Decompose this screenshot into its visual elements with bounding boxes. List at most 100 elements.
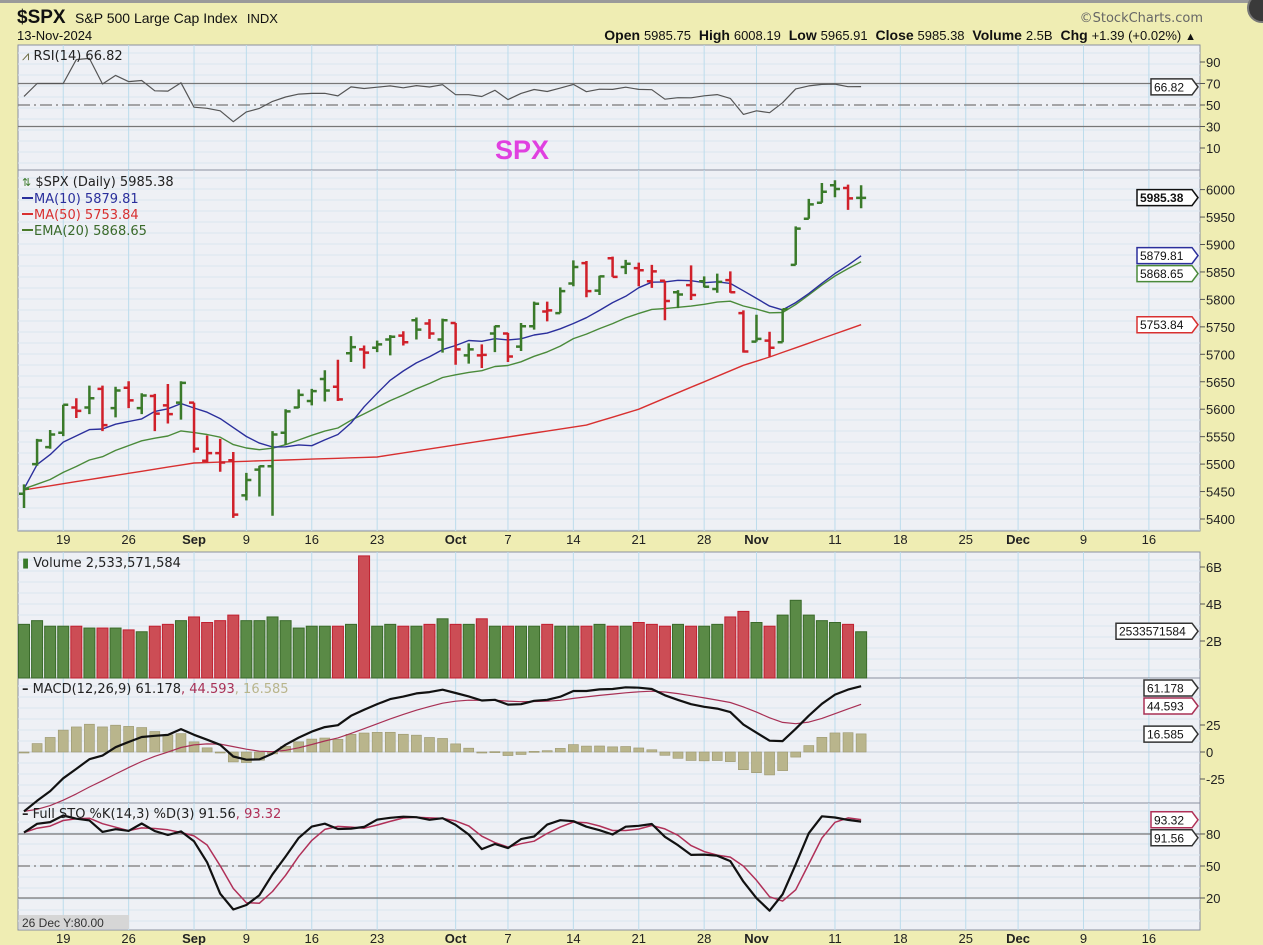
macd-histogram-bar	[502, 751, 514, 756]
volume-bar	[135, 631, 148, 679]
macd-sep: ,	[181, 682, 189, 697]
axis-label: 20	[1206, 891, 1220, 906]
macd-histogram-value: 16.585	[243, 682, 289, 697]
date-label: 18	[893, 532, 907, 547]
ohlc-bar	[175, 381, 186, 420]
ohlc-bar	[424, 319, 435, 339]
ohlc-bar	[215, 438, 226, 472]
ma50-line	[23, 324, 862, 491]
axis-label: 50	[1206, 98, 1220, 113]
macd-histogram-bar	[319, 737, 331, 753]
low-label: Low	[789, 27, 817, 43]
ma50-legend: MA(50) 5753.84	[22, 208, 139, 223]
volume-bar	[371, 625, 384, 679]
close-button[interactable]	[1247, 0, 1263, 23]
ema20-line	[23, 261, 862, 490]
chart-date: 13-Nov-2024	[17, 28, 92, 43]
ohlc-bar	[45, 430, 56, 449]
macd-histogram-bar	[44, 737, 56, 753]
exchange: INDX	[247, 11, 278, 26]
macd-signal-value-tag-box	[1143, 697, 1199, 715]
macd-histogram-bar	[57, 729, 69, 753]
ohlc-bar	[319, 370, 330, 402]
volume-bar	[606, 625, 619, 679]
rsi-line	[23, 57, 862, 123]
volume-bar	[266, 616, 279, 679]
sto-k-value: 91.56	[199, 807, 236, 822]
symbol: $SPX	[17, 7, 66, 28]
volume-bar	[737, 610, 750, 679]
axis-label: 6B	[1206, 560, 1222, 575]
macd-histogram-bar	[607, 746, 618, 753]
volume-bar	[384, 623, 397, 679]
chart-title: $SPX S&P 500 Large Cap Index INDX	[17, 7, 278, 28]
volume-bar	[488, 625, 501, 679]
ohlc-bar	[529, 301, 540, 330]
macd-histogram-bar	[790, 751, 802, 758]
volume-bar	[462, 623, 475, 679]
axis-label: 5950	[1206, 210, 1235, 225]
volume-bar	[842, 623, 855, 679]
axis-label: 5500	[1206, 457, 1235, 472]
ohlc-bar	[633, 262, 644, 287]
ohlc-bar	[751, 314, 762, 343]
macd-histogram-bar	[581, 745, 592, 753]
volume-bar	[672, 623, 684, 679]
volume-bar	[554, 625, 567, 679]
macd-histogram-bar	[698, 751, 710, 762]
volume-bar	[318, 625, 331, 679]
volume-bar	[632, 622, 645, 679]
macd-histogram-bar	[711, 751, 723, 761]
volume-bar	[70, 625, 83, 679]
ohlc-bar	[738, 310, 749, 353]
axis-label: 30	[1206, 120, 1220, 135]
ohlc-bar	[58, 403, 69, 437]
ohlc-bar	[359, 345, 370, 369]
axis-label: 5900	[1206, 238, 1235, 253]
macd-histogram-bar	[829, 732, 841, 753]
ohlc-bar	[568, 260, 579, 287]
high-value: 6008.19	[734, 28, 781, 43]
crosshair-readout-box	[19, 915, 129, 929]
ohlc-bar	[555, 287, 566, 315]
date-label: 9	[1080, 532, 1087, 547]
volume-bar	[410, 625, 423, 679]
axis-label: 5450	[1206, 485, 1235, 500]
axis-label: 5400	[1206, 512, 1235, 527]
axis-label: 25	[1206, 718, 1220, 733]
macd-histogram-bar	[751, 751, 762, 773]
sto-legend-name: Full STO %K(14,3) %D(3)	[33, 807, 195, 822]
volume-bar	[593, 623, 606, 679]
macd-histogram-bar	[411, 734, 422, 753]
macd-histogram-bar	[659, 751, 671, 756]
ema20-legend: EMA(20) 5868.65	[22, 224, 147, 239]
sto-swatch: –	[22, 807, 29, 822]
volume-bar	[789, 599, 802, 679]
macd-histogram-bar	[71, 726, 82, 753]
macd-histogram-value-tag-box	[1143, 725, 1199, 743]
macd-histogram-bar	[725, 751, 736, 762]
axis-label: 10	[1206, 141, 1220, 156]
ma10-swatch	[22, 197, 33, 199]
volume-bar	[331, 625, 344, 679]
volume-bar	[541, 623, 554, 679]
volume-bar	[279, 620, 292, 679]
macd-legend-value: 61.178	[136, 682, 182, 697]
ohlc-bar	[764, 331, 775, 357]
volume-bar	[109, 627, 122, 679]
macd-histogram-bar	[437, 738, 448, 753]
date-label: 14	[566, 931, 580, 945]
date-label: 19	[56, 931, 70, 945]
volume-bar	[528, 625, 541, 679]
macd-histogram-bar	[188, 741, 200, 753]
macd-swatch: –	[22, 682, 29, 697]
macd-histogram-bar	[541, 750, 553, 753]
ma10-value-tag: 5879.81	[1140, 249, 1184, 263]
ohlc-bar	[162, 383, 173, 424]
volume-bar	[96, 627, 109, 679]
volume-bar	[31, 620, 44, 679]
ohlc-bar	[607, 256, 618, 279]
ma10-legend-text: MA(10) 5879.81	[34, 192, 139, 207]
ohlc-bar	[398, 331, 409, 346]
date-label: Oct	[445, 931, 467, 945]
